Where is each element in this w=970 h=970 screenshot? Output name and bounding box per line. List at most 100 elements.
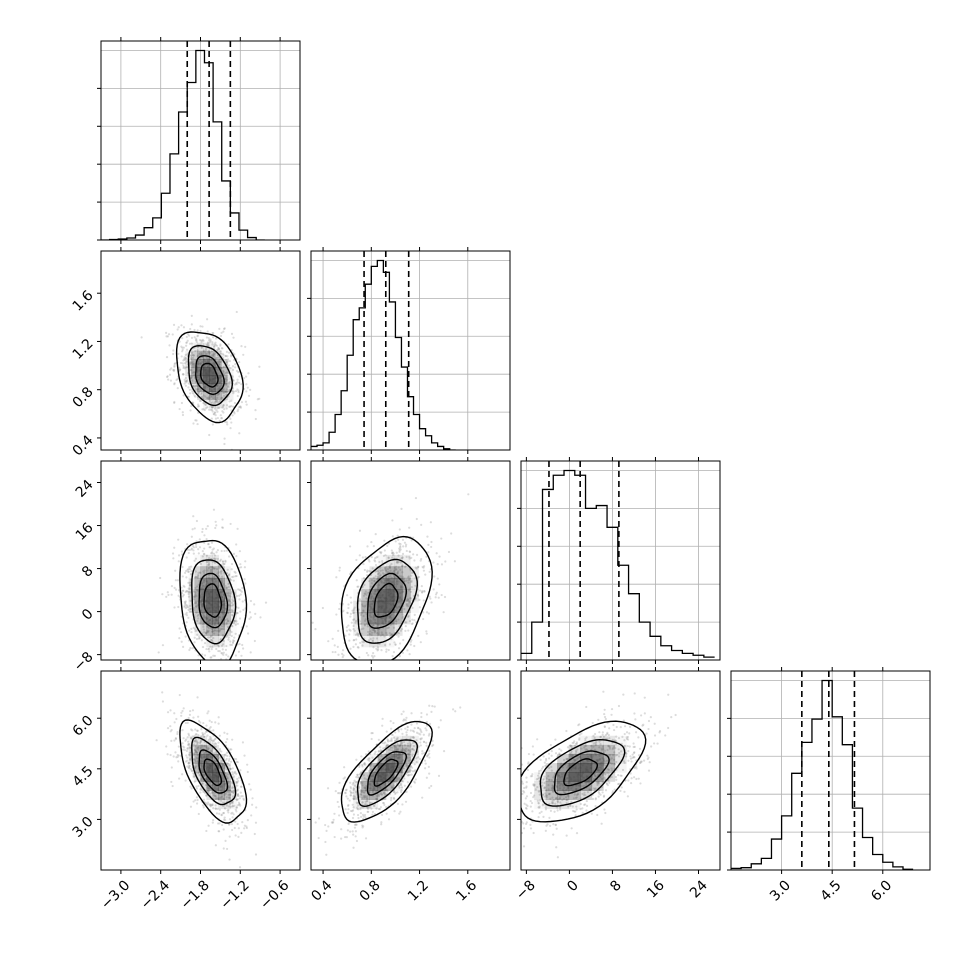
scatter-point (236, 777, 239, 781)
scatter-point (346, 611, 349, 614)
scatter-point (436, 563, 439, 566)
scatter-point (351, 611, 355, 615)
scatter-point (198, 399, 202, 403)
scatter-point (190, 314, 193, 317)
scatter-point (244, 400, 248, 403)
scatter-point (199, 740, 202, 743)
scatter-point (538, 811, 541, 815)
scatter-point (394, 731, 397, 734)
scatter-point (189, 709, 192, 713)
scatter-point (227, 791, 231, 794)
scatter-point (366, 797, 369, 800)
scatter-point (614, 739, 617, 742)
scatter-point (342, 609, 345, 612)
scatter-point (423, 740, 426, 744)
scatter-point (227, 592, 230, 595)
scatter-point (210, 395, 213, 399)
scatter-point (525, 803, 528, 806)
scatter-point (243, 566, 246, 569)
scatter-point (236, 793, 239, 797)
density-cell (369, 635, 379, 648)
scatter-point (225, 644, 228, 648)
scatter-point (373, 579, 376, 583)
scatter-point (398, 550, 401, 553)
scatter-point (561, 798, 564, 802)
scatter-point (401, 538, 405, 541)
scatter-point (196, 743, 199, 746)
scatter-point (362, 609, 365, 612)
contour-line-1-2-1 (356, 558, 419, 644)
scatter-point (401, 564, 404, 568)
scatter-point (224, 772, 227, 776)
contour-line-1-3-3 (373, 758, 399, 787)
scatter-point (400, 789, 403, 792)
scatter-point (366, 633, 370, 637)
scatter-point (410, 766, 414, 769)
scatter-point (212, 567, 216, 570)
scatter-point (216, 349, 219, 352)
scatter-point (236, 388, 239, 391)
scatter-point (232, 599, 235, 603)
scatter-point (225, 804, 229, 807)
scatter-point (209, 656, 212, 659)
scatter-point (227, 655, 230, 658)
scatter-point (425, 729, 428, 732)
scatter-point (228, 858, 231, 861)
scatter-point (610, 707, 614, 711)
scatter-point (207, 791, 210, 794)
scatter-point (228, 805, 231, 808)
scatter-point (222, 563, 225, 566)
scatter-point (221, 389, 224, 392)
density-cell (369, 799, 379, 810)
scatter-point (185, 379, 188, 383)
scatter-point (225, 586, 228, 589)
scatter-point (194, 349, 197, 352)
scatter-point (220, 762, 223, 765)
scatter-point (226, 371, 229, 374)
scatter-point (338, 672, 340, 674)
scatter-point (356, 802, 359, 805)
scatter-point (349, 790, 352, 793)
scatter-point (351, 816, 355, 820)
scatter-point (412, 730, 416, 733)
scatter-point (357, 635, 360, 638)
scatter-point (219, 797, 223, 800)
density-cell (402, 577, 411, 590)
scatter-point (196, 349, 199, 352)
scatter-point (227, 383, 230, 386)
scatter-point (366, 630, 370, 634)
scatter-point (181, 337, 184, 340)
scatter-point (385, 631, 388, 635)
scatter-point (188, 604, 192, 607)
scatter-point (174, 579, 177, 582)
scatter-point (224, 754, 227, 757)
scatter-point (358, 656, 361, 659)
scatter-point (386, 626, 389, 630)
scatter-point (193, 641, 196, 644)
scatter-point (366, 591, 369, 595)
scatter-point (357, 632, 360, 636)
scatter-point (161, 691, 164, 694)
scatter-point (197, 403, 200, 406)
scatter-point (202, 614, 205, 617)
scatter-point (395, 551, 398, 554)
scatter-point (202, 612, 205, 615)
density-cell (206, 566, 213, 579)
scatter-point (401, 565, 404, 568)
scatter-point (380, 631, 383, 634)
scatter-point (170, 780, 173, 784)
scatter-point (187, 734, 191, 737)
scatter-point (210, 568, 213, 571)
density-cell (224, 589, 231, 602)
scatter-point (188, 648, 191, 652)
scatter-point (207, 747, 210, 750)
scatter-point (236, 781, 239, 784)
density-cell (393, 577, 403, 590)
scatter-point (226, 789, 229, 793)
scatter-point (234, 834, 237, 837)
scatter-point (199, 389, 202, 392)
scatter-point (224, 783, 227, 786)
scatter-point (210, 350, 213, 353)
scatter-point (212, 508, 216, 511)
